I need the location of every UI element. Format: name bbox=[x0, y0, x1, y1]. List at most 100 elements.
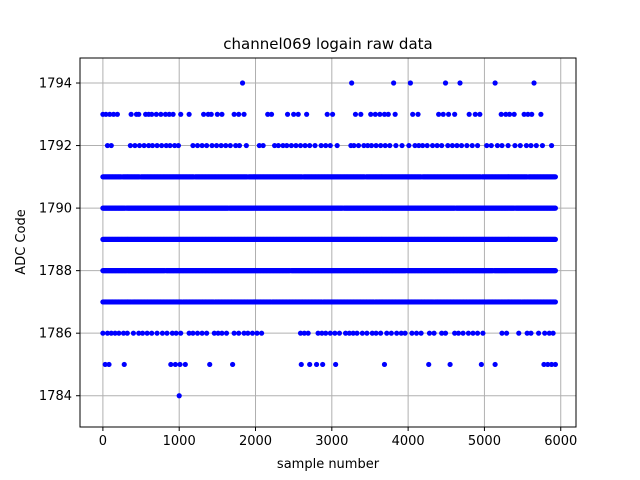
plot-frame bbox=[79, 57, 577, 428]
data-point bbox=[368, 111, 374, 117]
data-point bbox=[420, 142, 426, 149]
data-point bbox=[445, 111, 452, 117]
data-point bbox=[552, 174, 558, 180]
data-point bbox=[236, 142, 243, 149]
data-point bbox=[381, 361, 388, 368]
data-point bbox=[320, 361, 326, 368]
data-point bbox=[312, 142, 318, 149]
data-point bbox=[418, 330, 424, 336]
data-point bbox=[243, 142, 249, 149]
data-point bbox=[298, 361, 304, 368]
data-point bbox=[474, 330, 481, 336]
data-point bbox=[149, 142, 156, 149]
data-point bbox=[349, 80, 355, 86]
data-point bbox=[149, 330, 155, 336]
data-point bbox=[102, 361, 108, 368]
data-point bbox=[442, 330, 449, 336]
data-point bbox=[529, 111, 535, 117]
data-point bbox=[452, 330, 458, 336]
data-point bbox=[333, 361, 339, 368]
data-point bbox=[172, 142, 178, 149]
data-point bbox=[144, 330, 150, 336]
data-point bbox=[329, 111, 336, 117]
data-point bbox=[525, 111, 531, 117]
data-point bbox=[350, 330, 356, 336]
data-point bbox=[239, 80, 246, 86]
data-point bbox=[178, 111, 184, 117]
data-point bbox=[201, 111, 207, 117]
data-point bbox=[315, 330, 321, 336]
data-point bbox=[295, 111, 301, 117]
data-point bbox=[112, 330, 118, 336]
data-point bbox=[209, 142, 215, 149]
data-point bbox=[136, 330, 142, 336]
data-point bbox=[223, 142, 229, 149]
data-point bbox=[550, 330, 556, 336]
data-point bbox=[447, 361, 453, 368]
data-point bbox=[158, 111, 164, 117]
data-point bbox=[175, 142, 182, 149]
data-point bbox=[407, 80, 414, 86]
data-point bbox=[503, 111, 509, 117]
data-point bbox=[211, 330, 217, 336]
data-point bbox=[531, 80, 537, 86]
data-point bbox=[231, 330, 237, 336]
data-point bbox=[354, 330, 360, 336]
data-point bbox=[108, 142, 114, 149]
data-point bbox=[176, 393, 182, 399]
data-point bbox=[488, 142, 494, 149]
data-point bbox=[108, 330, 114, 336]
data-point bbox=[173, 330, 179, 336]
data-point bbox=[307, 361, 313, 368]
data-point bbox=[186, 111, 192, 117]
data-point bbox=[168, 361, 174, 368]
data-point bbox=[460, 330, 466, 336]
data-point bbox=[154, 142, 160, 149]
data-point bbox=[136, 111, 142, 117]
data-point bbox=[351, 142, 357, 149]
data-point bbox=[381, 111, 388, 117]
data-point bbox=[297, 142, 304, 149]
data-point bbox=[241, 330, 247, 336]
data-point bbox=[323, 142, 329, 149]
x-tick-label: 3000 bbox=[315, 434, 348, 449]
data-point bbox=[124, 330, 130, 336]
data-point bbox=[365, 142, 371, 149]
data-point bbox=[352, 111, 359, 117]
y-tick-label: 1794 bbox=[39, 77, 72, 92]
data-point bbox=[387, 142, 393, 149]
data-point bbox=[358, 111, 364, 117]
data-point bbox=[128, 111, 134, 117]
data-point bbox=[373, 142, 379, 149]
data-point bbox=[452, 111, 458, 117]
data-point bbox=[382, 142, 388, 149]
data-point bbox=[332, 330, 338, 336]
data-point bbox=[324, 111, 330, 117]
data-point bbox=[398, 330, 404, 336]
y-tick-label: 1790 bbox=[39, 202, 72, 217]
data-point bbox=[464, 142, 470, 149]
data-point bbox=[207, 361, 213, 368]
data-point bbox=[190, 142, 196, 149]
data-point bbox=[424, 142, 430, 149]
data-point bbox=[163, 142, 169, 149]
data-point bbox=[271, 142, 278, 149]
data-point bbox=[167, 142, 173, 149]
data-point bbox=[469, 142, 475, 149]
data-point bbox=[153, 111, 159, 117]
data-point bbox=[301, 330, 307, 336]
data-point bbox=[434, 142, 440, 149]
data-point bbox=[548, 361, 555, 368]
x-tick-label: 6000 bbox=[544, 434, 577, 449]
data-point bbox=[121, 361, 127, 368]
x-axis-label: sample number bbox=[277, 457, 380, 472]
data-point bbox=[162, 111, 169, 117]
data-point bbox=[256, 142, 262, 149]
data-point bbox=[454, 142, 460, 149]
data-point bbox=[533, 142, 539, 149]
data-point bbox=[280, 142, 286, 149]
data-point bbox=[399, 142, 405, 149]
data-point bbox=[369, 330, 375, 336]
data-point bbox=[368, 142, 375, 149]
data-point bbox=[107, 111, 113, 117]
